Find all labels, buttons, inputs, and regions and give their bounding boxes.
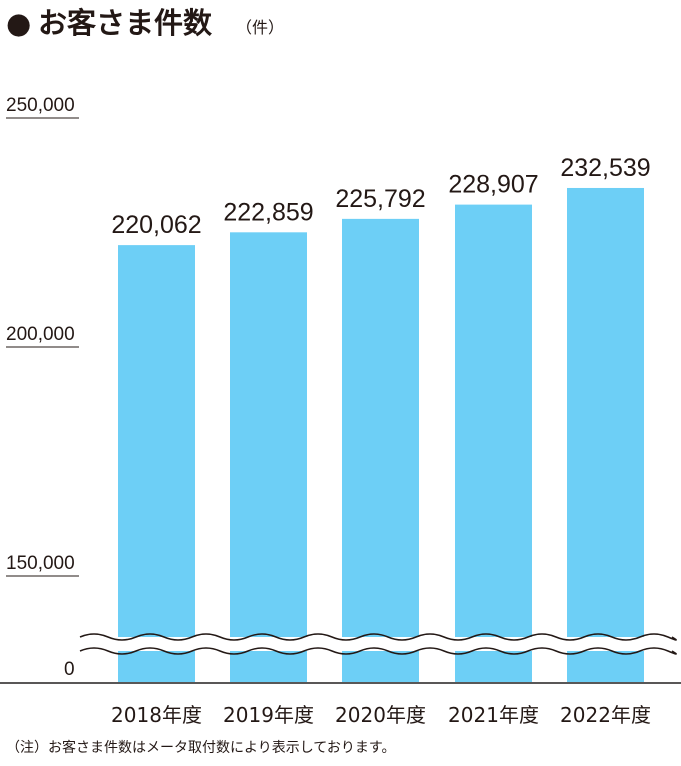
bar	[342, 218, 419, 684]
y-tick-label: 200,000	[6, 324, 75, 345]
x-tick-label: 2019年度	[223, 703, 314, 727]
title-unit: （件）	[236, 18, 284, 37]
y-tick-label: 0	[64, 659, 75, 680]
x-tick-label: 2022年度	[560, 703, 651, 727]
axis-break-wave-lower	[79, 647, 677, 655]
data-label: 228,907	[448, 171, 538, 199]
axis-break-wave-upper	[79, 633, 677, 641]
x-tick-label: 2018年度	[111, 703, 202, 727]
title-bullet: ●	[6, 6, 31, 40]
data-label: 232,539	[560, 154, 650, 182]
value-labels: 220,062 222,859 225,792 228,907 232,539	[111, 154, 650, 239]
axis-break-band	[80, 637, 672, 651]
bar	[230, 232, 307, 683]
title-text: お客さま件数	[38, 6, 213, 40]
footnote: （注）お客さま件数はメータ取付数により表示しております。	[6, 739, 395, 756]
chart-title: ● お客さま件数 （件）	[6, 6, 284, 40]
y-axis: 250,000 200,000 150,000 0	[6, 95, 79, 680]
bar	[455, 204, 532, 683]
x-tick-label: 2020年度	[335, 703, 426, 727]
x-tick-label: 2021年度	[448, 703, 539, 727]
bar	[118, 245, 195, 684]
axis-break-symbol	[79, 633, 677, 655]
y-tick-label: 150,000	[6, 553, 75, 574]
data-label: 220,062	[111, 211, 201, 239]
data-label: 225,792	[335, 185, 425, 213]
y-tick-label: 250,000	[6, 95, 75, 116]
data-label: 222,859	[223, 198, 313, 226]
bars	[118, 187, 644, 684]
x-axis-labels: 2018年度 2019年度 2020年度 2021年度 2022年度	[111, 703, 651, 727]
bar	[567, 187, 644, 683]
